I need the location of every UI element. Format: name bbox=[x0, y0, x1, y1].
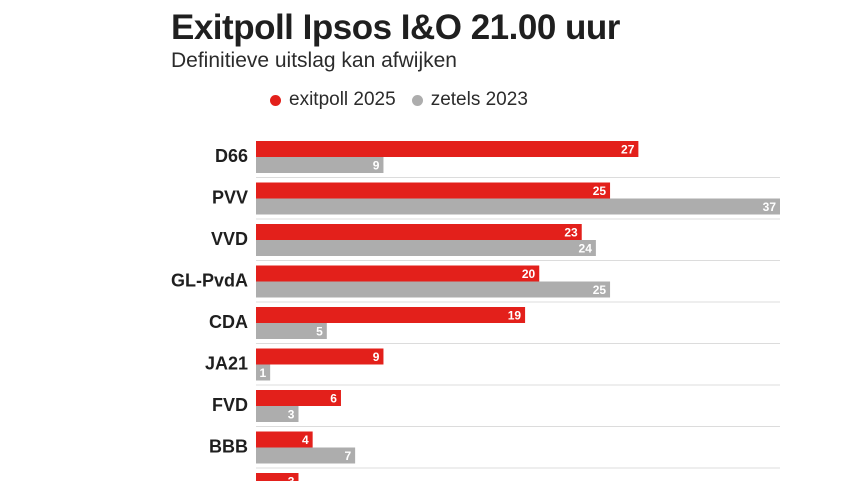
category-label: GL-PvdA bbox=[171, 271, 248, 291]
bar-exitpoll bbox=[256, 182, 611, 199]
bar-exitpoll bbox=[256, 141, 639, 157]
value-label: 7 bbox=[344, 449, 351, 463]
value-label: 4 bbox=[302, 433, 309, 447]
value-label: 25 bbox=[593, 283, 607, 297]
category-label: BBB bbox=[209, 437, 248, 457]
legend-label-exitpoll: exitpoll 2025 bbox=[289, 89, 396, 110]
value-label: 6 bbox=[330, 392, 337, 406]
value-label: 37 bbox=[763, 200, 777, 214]
bar-zetels bbox=[256, 240, 596, 256]
value-label: 3 bbox=[288, 408, 295, 422]
category-label: FVD bbox=[212, 395, 248, 415]
value-label: 5 bbox=[316, 325, 323, 339]
value-label: 9 bbox=[373, 350, 380, 364]
bar-exitpoll bbox=[256, 224, 582, 240]
bar-zetels bbox=[256, 323, 327, 339]
value-label: 27 bbox=[621, 143, 635, 157]
bar-exitpoll bbox=[256, 431, 313, 448]
legend-item-exitpoll: exitpoll 2025 bbox=[270, 89, 396, 111]
value-label: 23 bbox=[564, 226, 578, 240]
value-label: 1 bbox=[259, 366, 266, 380]
bar-zetels bbox=[256, 364, 271, 381]
value-label: 9 bbox=[373, 159, 380, 173]
legend-item-zetels: zetels 2023 bbox=[411, 89, 528, 111]
bar-zetels bbox=[256, 406, 299, 422]
bar-zetels bbox=[256, 157, 384, 173]
bar-zetels bbox=[256, 198, 780, 215]
value-label: 19 bbox=[508, 309, 522, 323]
bar-exitpoll bbox=[256, 473, 299, 481]
legend-swatch-zetels bbox=[411, 94, 423, 106]
value-label: 24 bbox=[579, 242, 593, 256]
legend: exitpoll 2025 zetels 2023 bbox=[270, 89, 528, 111]
value-label: 3 bbox=[288, 475, 295, 481]
chart-subtitle: Definitieve uitslag kan afwijken bbox=[171, 49, 457, 72]
bar-zetels bbox=[256, 447, 356, 464]
bar-exitpoll bbox=[256, 265, 540, 282]
bar-exitpoll bbox=[256, 348, 384, 365]
legend-swatch-exitpoll bbox=[270, 94, 281, 106]
category-label: JA21 bbox=[205, 354, 248, 374]
bar-exitpoll bbox=[256, 390, 341, 406]
value-label: 20 bbox=[522, 267, 536, 281]
bar-zetels bbox=[256, 281, 611, 298]
category-label: VVD bbox=[211, 229, 248, 249]
value-label: 25 bbox=[593, 184, 607, 198]
legend-label-zetels: zetels 2023 bbox=[430, 89, 528, 110]
category-label: D66 bbox=[215, 146, 248, 166]
bar-exitpoll bbox=[256, 307, 526, 323]
category-label: PVV bbox=[212, 188, 248, 208]
category-label: CDA bbox=[209, 312, 248, 332]
chart-title: Exitpoll Ipsos I&O 21.00 uur bbox=[171, 8, 620, 47]
